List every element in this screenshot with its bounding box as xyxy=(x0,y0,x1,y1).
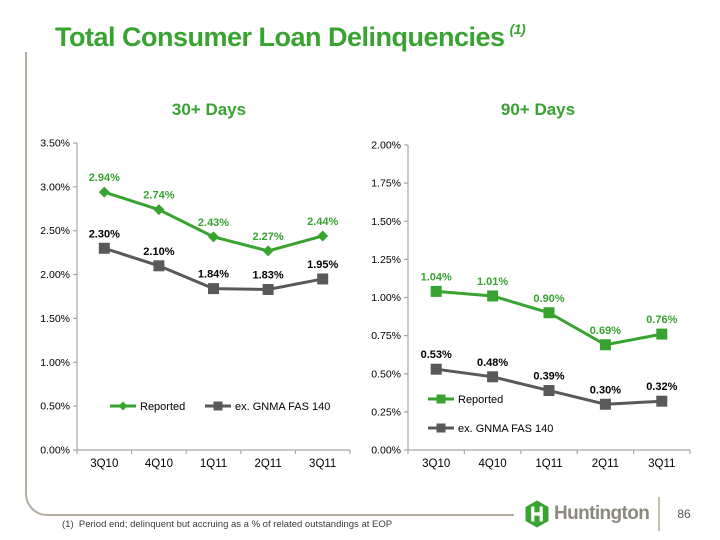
series-reported: 1.04% 1.01% 0.90% 0.69% 0.76% xyxy=(421,271,678,351)
svg-text:2.74%: 2.74% xyxy=(143,190,174,202)
svg-text:2.27%: 2.27% xyxy=(252,231,283,243)
series-ex-gnma-fas-140: 2.30% 2.10% 1.84% 1.83% 1.95% xyxy=(89,228,339,295)
svg-text:1.50%: 1.50% xyxy=(40,313,70,325)
svg-text:1.95%: 1.95% xyxy=(307,259,338,271)
svg-text:2.00%: 2.00% xyxy=(40,269,70,281)
svg-text:1.04%: 1.04% xyxy=(421,271,452,283)
svg-text:2.10%: 2.10% xyxy=(143,246,174,258)
svg-text:3Q11: 3Q11 xyxy=(648,458,675,470)
svg-text:2.43%: 2.43% xyxy=(198,217,229,229)
svg-text:30+ Days: 30+ Days xyxy=(172,100,246,119)
series-reported: 2.94% 2.74% 2.43% 2.27% 2.44% xyxy=(89,172,339,257)
svg-text:0.69%: 0.69% xyxy=(590,325,621,337)
svg-text:3.50%: 3.50% xyxy=(40,138,70,150)
svg-text:2.44%: 2.44% xyxy=(307,216,338,228)
svg-text:0.75%: 0.75% xyxy=(371,330,401,342)
svg-text:2.50%: 2.50% xyxy=(40,225,70,237)
chart-30-plus-days: 30+ Days 3.50% 3.00% 2.50% 2.00% 1.50% 1.00% 0.… xyxy=(40,100,351,470)
svg-text:1.00%: 1.00% xyxy=(371,292,401,304)
svg-text:0.50%: 0.50% xyxy=(40,401,70,413)
series-ex-gnma-fas-140: 0.53% 0.48% 0.39% 0.30% 0.32% xyxy=(421,349,678,410)
page-title-text: Total Consumer Loan Delinquencies xyxy=(55,22,505,52)
svg-text:1Q11: 1Q11 xyxy=(200,458,227,470)
svg-text:0.48%: 0.48% xyxy=(477,357,508,369)
svg-text:0.00%: 0.00% xyxy=(371,445,401,457)
svg-text:1.83%: 1.83% xyxy=(252,269,283,281)
svg-text:3Q11: 3Q11 xyxy=(309,458,336,470)
svg-text:1.25%: 1.25% xyxy=(371,254,401,266)
brand-wordmark: Huntington xyxy=(554,503,650,524)
svg-text:0.25%: 0.25% xyxy=(371,406,401,418)
page-number: 86 xyxy=(677,507,691,521)
svg-text:90+ Days: 90+ Days xyxy=(501,100,575,119)
svg-text:2Q11: 2Q11 xyxy=(254,458,281,470)
svg-text:1.50%: 1.50% xyxy=(371,216,401,228)
svg-text:0.00%: 0.00% xyxy=(40,445,70,457)
svg-text:0.50%: 0.50% xyxy=(371,368,401,380)
svg-text:2.94%: 2.94% xyxy=(89,172,120,184)
footnote: (1) Period end; delinquent but accruing … xyxy=(62,519,393,530)
svg-text:1Q11: 1Q11 xyxy=(535,458,562,470)
svg-text:0.32%: 0.32% xyxy=(646,381,677,393)
svg-text:2.30%: 2.30% xyxy=(89,228,120,240)
svg-text:0.53%: 0.53% xyxy=(421,349,452,361)
svg-text:0.39%: 0.39% xyxy=(533,371,564,383)
svg-text:ex. GNMA FAS 140: ex. GNMA FAS 140 xyxy=(235,401,330,413)
svg-text:ex. GNMA FAS 140: ex. GNMA FAS 140 xyxy=(458,423,553,435)
svg-text:2.00%: 2.00% xyxy=(371,140,401,152)
footer-divider xyxy=(658,497,660,531)
svg-text:1.84%: 1.84% xyxy=(198,269,229,281)
svg-text:0.30%: 0.30% xyxy=(590,384,621,396)
svg-text:3Q10: 3Q10 xyxy=(90,458,118,470)
svg-text:2Q11: 2Q11 xyxy=(592,458,619,470)
svg-text:1.01%: 1.01% xyxy=(477,276,508,288)
chart-90-plus-days: 90+ Days 2.00% 1.75% 1.50% 1.25% 1.00% 0.75% 0.… xyxy=(371,100,691,470)
svg-text:Reported: Reported xyxy=(458,394,503,406)
footnote-reference: (1) xyxy=(509,21,526,37)
svg-text:0.90%: 0.90% xyxy=(533,293,564,305)
svg-text:4Q10: 4Q10 xyxy=(145,458,173,470)
huntington-logo-icon xyxy=(525,500,549,528)
svg-text:Reported: Reported xyxy=(140,401,185,413)
svg-text:3.00%: 3.00% xyxy=(40,181,70,193)
svg-text:4Q10: 4Q10 xyxy=(479,458,507,470)
svg-text:0.76%: 0.76% xyxy=(646,314,677,326)
svg-text:1.75%: 1.75% xyxy=(371,178,401,190)
footer-brand: Huntington xyxy=(524,500,650,528)
svg-text:1.00%: 1.00% xyxy=(40,357,70,369)
svg-text:3Q10: 3Q10 xyxy=(422,458,450,470)
page-title: Total Consumer Loan Delinquencies (1) xyxy=(55,21,526,53)
